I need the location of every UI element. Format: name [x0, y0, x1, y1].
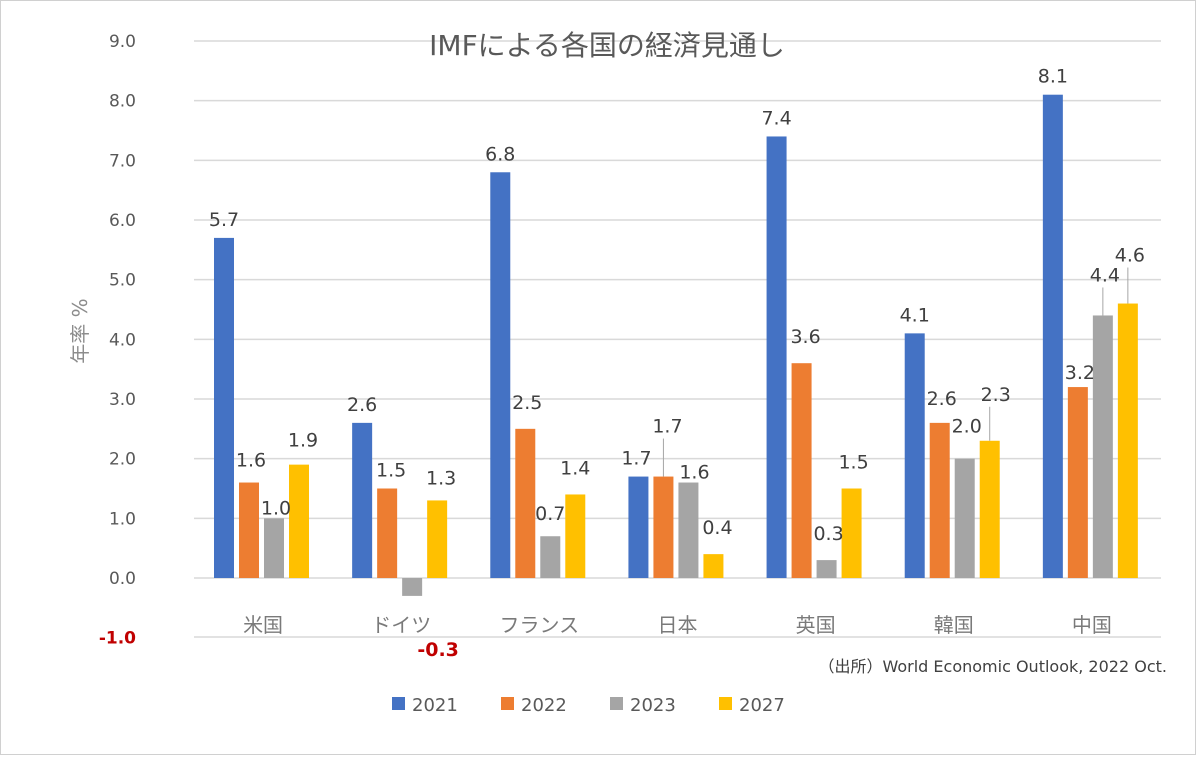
bar-2022: [1067, 387, 1088, 578]
bar-2023: [678, 482, 699, 578]
data-label: 1.7: [621, 448, 651, 470]
bar-2023: [816, 560, 837, 578]
bar-2021: [766, 136, 787, 578]
y-axis-ticks: 9.0 8.0 7.0 6.0 5.0 4.0 3.0 2.0 1.0 0.0 -1.0: [99, 32, 136, 649]
data-label: 2.3: [981, 384, 1011, 406]
source-note: （出所）World Economic Outlook, 2022 Oct.: [818, 657, 1167, 676]
bar-2027: [1117, 303, 1138, 578]
data-label: 6.8: [485, 143, 515, 165]
data-label: 1.6: [236, 450, 266, 472]
data-label: 1.3: [426, 467, 456, 489]
bar-2027: [703, 554, 724, 578]
legend-label: 2027: [739, 695, 785, 716]
data-label: -0.3: [417, 639, 459, 661]
legend: 2021 2022 2023 2027: [392, 695, 785, 716]
legend-item-2022: 2022: [501, 695, 567, 716]
bar-2023: [1092, 315, 1113, 578]
data-label: 2.6: [347, 394, 377, 416]
bar-2021: [352, 422, 373, 578]
data-label: 1.0: [261, 497, 291, 519]
legend-item-2023: 2023: [610, 695, 676, 716]
bar-2023: [264, 518, 284, 578]
bar-2027: [289, 464, 309, 578]
x-tick-label: ドイツ: [371, 613, 431, 637]
x-tick-label: 中国: [1072, 613, 1112, 637]
data-label: 1.9: [288, 430, 318, 452]
bar-2023: [954, 458, 975, 578]
y-tick-label: 1.0: [109, 509, 136, 529]
bar-2027: [841, 488, 862, 578]
y-tick-label: 0.0: [109, 569, 136, 589]
y-tick-label: 9.0: [109, 32, 136, 52]
bar-2027: [979, 440, 1000, 578]
y-tick-label: -1.0: [99, 629, 136, 649]
y-tick-label: 6.0: [109, 211, 136, 231]
x-tick-label: 英国: [796, 613, 836, 637]
chart-title: IMFによる各国の経済見通し: [429, 29, 785, 62]
legend-item-2027: 2027: [719, 695, 785, 716]
bar-2022: [377, 488, 398, 578]
data-label: 4.4: [1090, 264, 1120, 286]
y-tick-label: 4.0: [109, 330, 136, 350]
x-tick-label: フランス: [500, 613, 580, 637]
y-tick-label: 5.0: [109, 271, 136, 291]
legend-label: 2023: [630, 695, 676, 716]
legend-swatch: [610, 697, 623, 710]
leader-lines: [662, 267, 1129, 477]
legend-swatch: [392, 697, 405, 710]
bar-2021: [214, 237, 234, 578]
gridlines: [194, 40, 1161, 638]
bar-2022: [791, 363, 812, 578]
legend-label: 2022: [521, 695, 567, 716]
bar-2027: [427, 500, 448, 578]
bar-2023: [402, 578, 423, 596]
data-label: 1.5: [376, 460, 406, 482]
data-label: 1.4: [560, 457, 590, 479]
legend-label: 2021: [412, 695, 458, 716]
data-label: 4.6: [1115, 245, 1145, 267]
x-axis-ticks: 米国 ドイツ フランス 日本 英国 韓国 中国: [243, 613, 1112, 637]
bar-2021: [1042, 94, 1063, 578]
bar-2022: [653, 476, 674, 578]
x-tick-label: 日本: [658, 613, 698, 637]
data-label: 3.2: [1065, 362, 1095, 384]
bar-2022: [929, 422, 950, 578]
bar-2023: [540, 536, 561, 578]
data-label: 7.4: [761, 107, 791, 129]
y-tick-label: 2.0: [109, 450, 136, 470]
legend-item-2021: 2021: [392, 695, 458, 716]
bar-2022: [239, 482, 259, 578]
data-label: 4.1: [900, 304, 930, 326]
data-label: 0.4: [702, 517, 732, 539]
data-label: 1.7: [652, 416, 682, 438]
data-label: 8.1: [1038, 66, 1068, 88]
bar-2027: [565, 494, 586, 578]
y-tick-label: 7.0: [109, 151, 136, 171]
legend-swatch: [719, 697, 732, 710]
x-tick-label: 韓国: [934, 613, 974, 637]
data-label: 0.3: [813, 523, 843, 545]
y-tick-label: 3.0: [109, 390, 136, 410]
data-label: 0.7: [535, 503, 565, 525]
legend-swatch: [501, 697, 514, 710]
x-tick-label: 米国: [243, 613, 283, 637]
data-label: 2.5: [512, 392, 542, 414]
data-labels: 5.7 1.6 1.0 1.9 2.6 1.5 -0.3 1.3 6.8 2.5 0.7 1.4 1.7…: [209, 66, 1145, 661]
data-label: 3.6: [790, 326, 820, 348]
data-label: 5.7: [209, 209, 239, 231]
data-label: 1.6: [679, 462, 709, 484]
bars: [214, 94, 1138, 596]
bar-2021: [490, 172, 511, 578]
y-tick-label: 8.0: [109, 92, 136, 112]
y-axis-label: 年率 %: [68, 298, 92, 363]
bar-2021: [628, 476, 649, 578]
bar-2022: [515, 428, 536, 578]
data-label: 2.0: [952, 416, 982, 438]
data-label: 1.5: [838, 452, 868, 474]
bar-2021: [904, 333, 925, 578]
data-label: 2.6: [927, 388, 957, 410]
